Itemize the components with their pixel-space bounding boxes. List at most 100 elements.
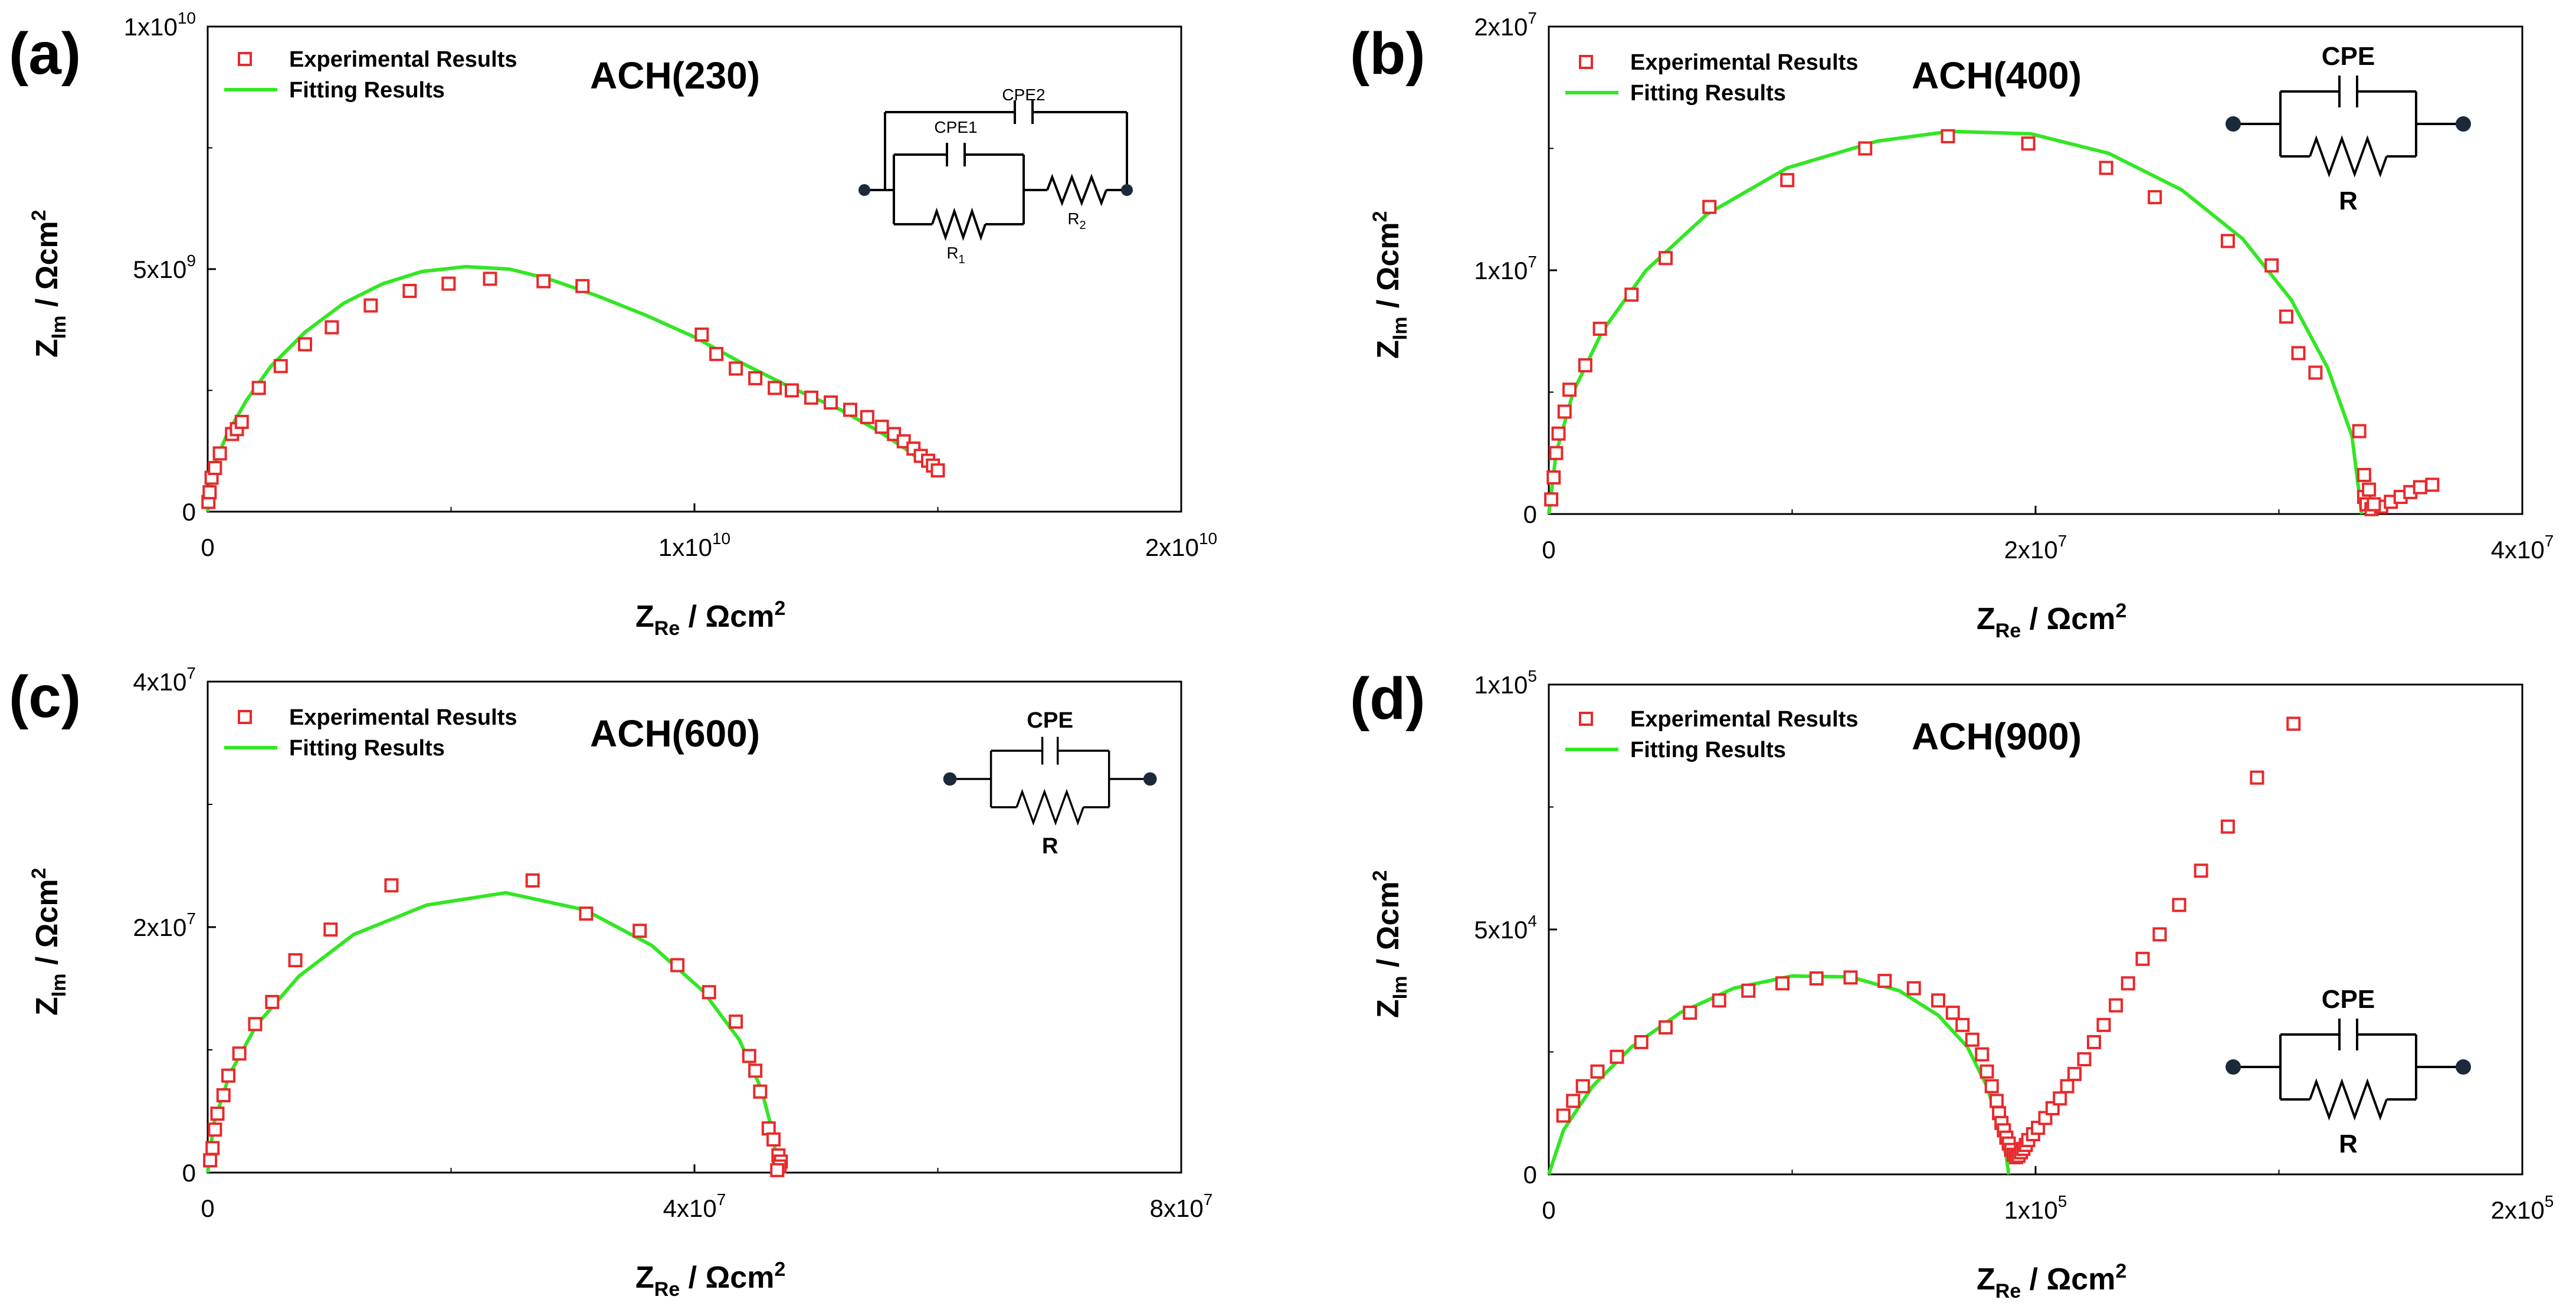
- circuit-wire: [2279, 1033, 2417, 1101]
- y-tick-label-mantissa: 0: [182, 498, 196, 526]
- experimental-point: [2220, 819, 2235, 834]
- x-tick-label: 0: [1542, 1196, 1555, 1224]
- experimental-point: [709, 346, 724, 361]
- x-axis-label-sup: 2: [2115, 600, 2126, 622]
- x-axis-label-sub: Re: [654, 1278, 680, 1301]
- y-tick-label: 5x104: [1474, 912, 1537, 944]
- experimental-point: [232, 1046, 247, 1061]
- x-tick-label-mantissa: 4x10: [663, 1194, 717, 1222]
- x-axis-label: ZRe / Ωcm2: [1977, 1260, 2126, 1302]
- experimental-point: [441, 276, 456, 291]
- y-tick-label-mantissa: 4x10: [133, 668, 186, 696]
- experimental-point: [1624, 287, 1639, 302]
- x-tick-label: 2x105: [2491, 1192, 2554, 1224]
- equivalent-circuit-inset: CPE R: [943, 708, 1157, 859]
- experimental-point: [2060, 1079, 2074, 1094]
- experimental-point: [234, 414, 249, 429]
- experimental-point: [1809, 971, 1824, 986]
- y-axis-label-main: Z: [1371, 999, 1405, 1018]
- x-tick-label: 0: [201, 533, 214, 561]
- legend-label-fitting: Fitting Results: [1630, 81, 1786, 106]
- x-axis-label-sub: Re: [654, 617, 680, 640]
- x-tick-label: 4x107: [2491, 532, 2554, 564]
- y-tick-label-mantissa: 1x10: [124, 13, 178, 41]
- circuit-label-r2-main: R: [1067, 209, 1079, 228]
- experimental-point: [288, 953, 303, 968]
- y-axis-label-unit: / Ωcm: [30, 879, 64, 973]
- legend-marker-experimental: [238, 52, 252, 66]
- x-tick-label-mantissa: 0: [1542, 1196, 1555, 1224]
- experimental-point: [702, 985, 716, 1000]
- x-tick-label: 2x107: [2004, 532, 2067, 564]
- x-axis-label: ZRe / Ωcm2: [1977, 600, 2126, 642]
- experimental-point: [1979, 1064, 1994, 1079]
- legend-marker-experimental: [1579, 55, 1593, 69]
- experimental-point: [2087, 1035, 2101, 1049]
- y-tick-label: 5x109: [133, 251, 196, 283]
- y-axis-label-sub: Im: [1389, 317, 1411, 341]
- x-tick-label-mantissa: 2x10: [2491, 1196, 2545, 1224]
- experimental-point: [1941, 129, 1955, 143]
- y-tick-label-exponent: 7: [186, 664, 196, 682]
- x-tick-label-mantissa: 4x10: [2491, 536, 2545, 564]
- experimental-point: [1683, 1006, 1697, 1020]
- y-tick-label: 2x107: [1474, 9, 1537, 41]
- experimental-point: [2367, 497, 2381, 512]
- x-tick-label-exponent: 5: [2058, 1192, 2067, 1210]
- experimental-point: [221, 1068, 236, 1083]
- experimental-point: [1965, 1032, 1979, 1047]
- experimental-point: [1955, 1017, 1970, 1032]
- experimental-point: [325, 320, 339, 335]
- x-tick-label: 0: [201, 1194, 214, 1222]
- experimental-point: [323, 922, 338, 937]
- circuit-terminal: [858, 184, 870, 196]
- circuit-label-cpe2: CPE2: [1002, 86, 1045, 104]
- cpe-symbol: [2338, 76, 2358, 107]
- circuit-label-cpe: CPE: [1027, 708, 1073, 733]
- experimental-point: [1549, 446, 1564, 460]
- experimental-point: [2135, 951, 2150, 966]
- experimental-point: [298, 337, 312, 352]
- experimental-point: [670, 958, 685, 973]
- x-tick-label: 8x107: [1150, 1190, 1213, 1222]
- y-tick-label-mantissa: 2x10: [1474, 13, 1528, 41]
- y-tick-label-mantissa: 5x10: [1474, 916, 1528, 944]
- experimental-point: [748, 371, 763, 385]
- x-tick-label-exponent: 7: [717, 1190, 726, 1209]
- y-axis-label: ZIm / Ωcm2: [1369, 211, 1411, 359]
- experimental-point: [265, 994, 280, 1009]
- x-axis-label-unit: / Ωcm: [680, 1261, 774, 1295]
- x-tick-label: 1x105: [2004, 1192, 2067, 1224]
- experimental-point: [843, 402, 857, 417]
- y-tick-label-mantissa: 0: [1523, 1161, 1537, 1189]
- y-tick-label-mantissa: 1x10: [1474, 671, 1528, 699]
- experimental-point: [2264, 258, 2279, 273]
- y-tick-label-exponent: 7: [1528, 9, 1537, 27]
- y-tick-label-exponent: 7: [186, 909, 196, 928]
- y-tick-label: 1x1010: [124, 9, 196, 41]
- experimental-point: [768, 381, 782, 395]
- y-tick-label: 1x107: [1474, 253, 1537, 284]
- y-tick-label-mantissa: 0: [182, 1159, 196, 1187]
- experimental-point: [2362, 482, 2377, 497]
- y-tick-label: 0: [182, 498, 196, 526]
- experimental-point: [2099, 161, 2113, 175]
- y-tick-label-mantissa: 1x10: [1474, 257, 1528, 284]
- x-axis-label-main: Z: [635, 1261, 654, 1295]
- x-tick-label: 2x1010: [1145, 529, 1217, 561]
- y-axis-label-sub: Im: [1389, 976, 1411, 1000]
- x-tick-label-mantissa: 0: [1542, 536, 1555, 564]
- experimental-point: [874, 420, 889, 434]
- legend-label-experimental: Experimental Results: [289, 705, 517, 730]
- experimental-point: [216, 1088, 231, 1102]
- experimental-point: [202, 485, 217, 500]
- experimental-point: [208, 1122, 222, 1137]
- experimental-point: [363, 298, 378, 313]
- x-axis-label-main: Z: [1977, 1262, 1995, 1297]
- experimental-point: [212, 446, 227, 461]
- y-tick-label-exponent: 5: [1528, 667, 1537, 685]
- x-axis-label: ZRe / Ωcm2: [635, 1258, 785, 1301]
- experimental-point: [1931, 993, 1945, 1008]
- y-axis-label-main: Z: [30, 997, 64, 1016]
